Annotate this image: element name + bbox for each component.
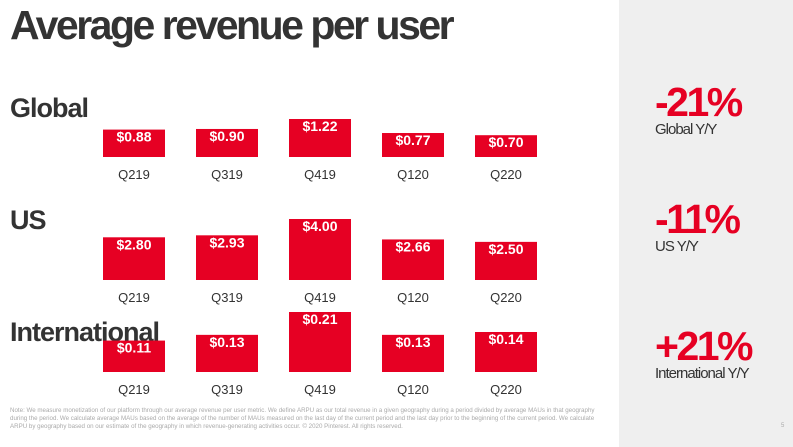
us-data-label: $2.93 [209, 234, 244, 250]
international-data-label: $0.21 [302, 311, 337, 327]
global-tick-label: Q120 [397, 167, 429, 182]
international-tick-label: Q120 [397, 382, 429, 397]
global-data-label: $0.90 [209, 128, 244, 144]
global-tick-label: Q419 [304, 167, 336, 182]
global-data-label: $0.88 [116, 129, 151, 145]
global-bar-q319 [196, 128, 258, 157]
kpi-global-label: Global Y/Y [655, 121, 717, 138]
page-number: 5 [781, 423, 785, 429]
international-data-label: $0.13 [395, 334, 430, 350]
us-tick-label: Q419 [304, 290, 336, 305]
international-tick-label: Q220 [490, 382, 522, 397]
international-bar-q319 [196, 334, 258, 372]
global-tick-label: Q319 [211, 167, 243, 182]
international-data-label: $0.13 [209, 334, 244, 350]
kpi-us-value: -11% [655, 196, 741, 242]
international-bar-q419 [289, 312, 351, 372]
arpu-charts: $0.88 Q219 $0.90 Q319 $1.22 Q419 $0.77 Q120 $0.7… [103, 117, 537, 397]
kpi-international: +21% International Y/Y [655, 323, 754, 382]
global-tick-label: Q219 [118, 167, 150, 182]
us-data-label: $2.66 [395, 238, 430, 254]
us-data-label: $2.50 [488, 241, 523, 257]
global-data-label: $1.22 [302, 118, 337, 134]
kpi-sidebar [619, 0, 793, 447]
international-data-label: $0.14 [488, 331, 523, 347]
us-tick-label: Q219 [118, 290, 150, 305]
kpi-international-label: International Y/Y [655, 365, 750, 382]
kpi-global: -21% Global Y/Y [655, 79, 743, 138]
international-tick-label: Q219 [118, 382, 150, 397]
kpi-us: -11% US Y/Y [655, 196, 741, 255]
section-label-global: Global [10, 93, 89, 123]
us-data-label: $4.00 [302, 218, 337, 234]
global-bar-q219 [103, 129, 165, 157]
us-bar-q419 [289, 219, 351, 280]
international-bar-q219 [103, 340, 165, 372]
kpi-international-value: +21% [655, 323, 754, 369]
us-bar-q219 [103, 237, 165, 280]
international-bar-q220 [475, 332, 537, 372]
international-tick-label: Q419 [304, 382, 336, 397]
global-bar-q419 [289, 119, 351, 157]
kpi-us-label: US Y/Y [655, 238, 699, 255]
global-data-label: $0.70 [488, 134, 523, 150]
us-bar-q220 [475, 241, 537, 280]
us-tick-label: Q319 [211, 290, 243, 305]
international-data-label: $0.11 [117, 340, 151, 356]
section-label-us: US [10, 205, 47, 235]
global-bar-q220 [475, 135, 537, 157]
us-tick-label: Q120 [397, 290, 429, 305]
page-title: Average revenue per user [10, 2, 455, 48]
kpi-global-value: -21% [655, 79, 743, 125]
global-data-label: $0.77 [395, 132, 430, 148]
us-tick-label: Q220 [490, 290, 522, 305]
footnote: Note: We measure monetization of our pla… [10, 407, 595, 430]
global-bar-q120 [382, 133, 444, 157]
international-tick-label: Q319 [211, 382, 243, 397]
us-data-label: $2.80 [116, 236, 151, 252]
us-bar-q120 [382, 239, 444, 280]
us-bar-q319 [196, 235, 258, 280]
global-tick-label: Q220 [490, 167, 522, 182]
international-bar-q120 [382, 334, 444, 372]
